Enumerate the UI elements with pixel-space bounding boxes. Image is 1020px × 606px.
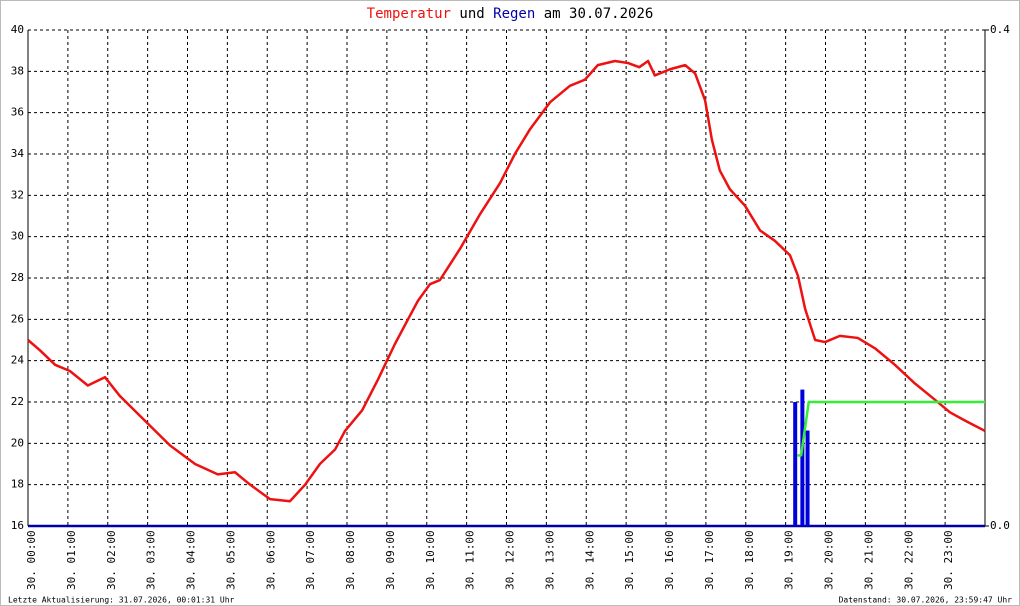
y-tick-label: 26 <box>11 312 24 325</box>
x-tick-label: 30. 18:00 <box>743 530 756 590</box>
x-tick-label: 30. 14:00 <box>583 530 596 590</box>
y-tick-label: 38 <box>11 64 24 77</box>
footer-left: Letzte Aktualisierung: 31.07.2026, 00:01… <box>8 596 235 605</box>
x-tick-label: 30. 03:00 <box>145 530 158 590</box>
y2-tick-label: 0.0 <box>990 519 1010 532</box>
bar <box>800 389 805 526</box>
title-joiner: und <box>459 6 484 22</box>
x-tick-label: 30. 21:00 <box>862 530 875 590</box>
y-tick-label: 22 <box>11 395 24 408</box>
chart-title: Temperatur und Regen am 30.07.2026 <box>367 6 654 22</box>
y-tick-label: 30 <box>11 230 24 243</box>
x-tick-label: 30. 13:00 <box>543 530 556 590</box>
y-tick-label: 28 <box>11 271 24 284</box>
line <box>27 59 986 503</box>
y-tick-label: 34 <box>11 147 25 160</box>
x-tick-label: 30. 23:00 <box>942 530 955 590</box>
x-tick-label: 30. 09:00 <box>384 530 397 590</box>
y-tick-label: 32 <box>11 188 24 201</box>
x-tick-label: 30. 02:00 <box>105 530 118 590</box>
x-tick-label: 30. 05:00 <box>224 530 237 590</box>
bar <box>805 430 810 526</box>
x-tick-label: 30. 06:00 <box>264 530 277 590</box>
x-tick-label: 30. 20:00 <box>823 530 836 590</box>
x-tick-label: 30. 10:00 <box>424 530 437 590</box>
title-temperature: Temperatur <box>367 6 451 22</box>
x-tick-label: 30. 22:00 <box>902 530 915 590</box>
x-tick-label: 30. 19:00 <box>783 530 796 590</box>
x-tick-label: 30. 00:00 <box>25 530 38 590</box>
x-tick-label: 30. 17:00 <box>703 530 716 590</box>
y-tick-label: 18 <box>11 478 24 491</box>
x-tick-label: 30. 12:00 <box>504 530 517 590</box>
y-tick-label: 40 <box>11 23 24 36</box>
line <box>797 400 985 457</box>
footer-right: Datenstand: 30.07.2026, 23:59:47 Uhr <box>839 596 1013 605</box>
x-tick-label: 30. 01:00 <box>65 530 78 590</box>
x-tick-label: 30. 08:00 <box>344 530 357 590</box>
x-tick-label: 30. 15:00 <box>623 530 636 590</box>
title-rain: Regen <box>493 6 535 22</box>
y-tick-label: 16 <box>11 519 24 532</box>
x-tick-label: 30. 07:00 <box>304 530 317 590</box>
y-tick-label: 36 <box>11 106 24 119</box>
y-tick-label: 20 <box>11 436 24 449</box>
bar <box>793 402 798 526</box>
y-tick-label: 24 <box>11 354 25 367</box>
x-tick-label: 30. 16:00 <box>663 530 676 590</box>
x-tick-label: 30. 11:00 <box>464 530 477 590</box>
y2-tick-label: 0.4 <box>990 23 1010 36</box>
x-tick-label: 30. 04:00 <box>185 530 198 590</box>
title-date: am 30.07.2026 <box>544 6 654 22</box>
